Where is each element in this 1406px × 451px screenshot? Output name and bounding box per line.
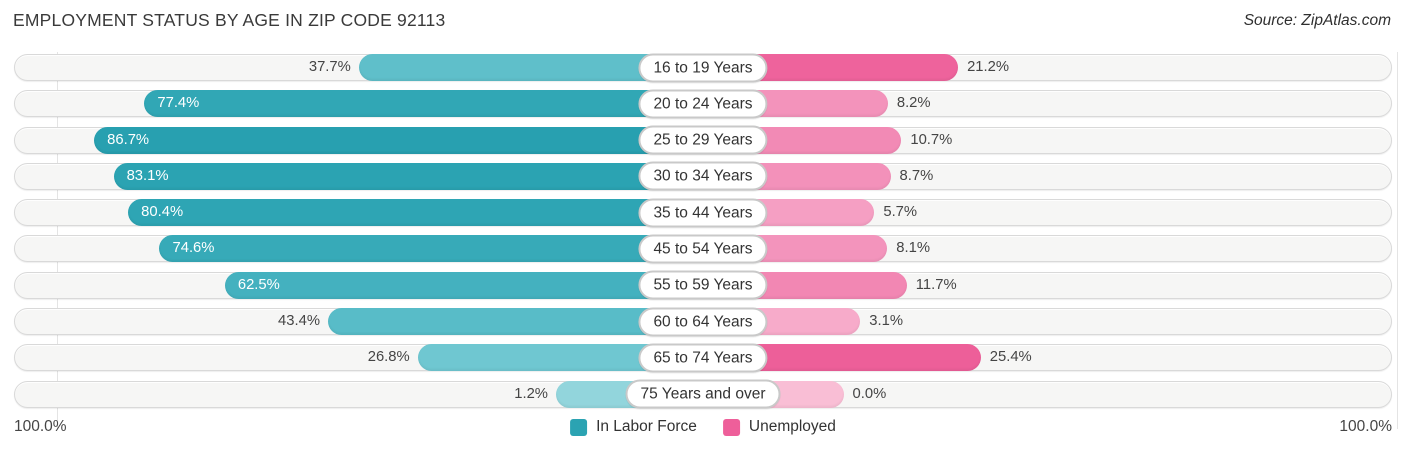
source-attribution: Source: ZipAtlas.com <box>1243 12 1391 29</box>
unemployed-value: 5.7% <box>883 204 918 221</box>
chart-row: 74.6% 8.1% 45 to 54 Years <box>14 234 1392 264</box>
right-axis-max-label: 100.0% <box>1339 418 1392 435</box>
labor-force-bar[interactable]: 83.1% <box>113 162 703 190</box>
unemployed-value: 3.1% <box>869 313 904 330</box>
age-group-label: 16 to 19 Years <box>638 53 768 82</box>
labor-force-bar[interactable]: 74.6% <box>159 235 703 263</box>
age-group-label: 65 to 74 Years <box>638 343 768 373</box>
unemployed-value: 0.0% <box>852 385 887 402</box>
chart-row: 43.4% 3.1% 60 to 64 Years <box>14 307 1392 337</box>
age-group-label: 30 to 34 Years <box>638 161 768 191</box>
legend-label: In Labor Force <box>596 418 697 435</box>
labor-force-bar[interactable]: 80.4% <box>128 199 703 227</box>
axis-footer: 100.0% In Labor Force Unemployed 100.0% <box>14 413 1392 441</box>
unemployed-value: 21.2% <box>967 59 1010 75</box>
chart-row: 77.4% 8.2% 20 to 24 Years <box>14 89 1392 119</box>
labor-force-value: 77.4% <box>157 95 200 112</box>
chart-row: 80.4% 5.7% 35 to 44 Years <box>14 198 1392 228</box>
legend-item-labor-force: In Labor Force <box>570 418 697 436</box>
legend-label: Unemployed <box>748 418 836 435</box>
unemployed-value: 8.7% <box>899 167 934 184</box>
age-group-label: 20 to 24 Years <box>638 89 768 119</box>
labor-force-value: 83.1% <box>126 167 169 184</box>
age-group-label: 60 to 64 Years <box>638 307 768 337</box>
labor-force-bar[interactable]: 77.4% <box>144 90 703 118</box>
chart-row: 62.5% 11.7% 55 to 59 Years <box>14 270 1392 300</box>
chart-row: 83.1% 8.7% 30 to 34 Years <box>14 161 1392 191</box>
unemployed-swatch <box>722 418 740 436</box>
chart-row: 1.2% 0.0% 75 Years and over <box>14 379 1392 409</box>
age-group-label: 35 to 44 Years <box>638 198 768 228</box>
legend: In Labor Force Unemployed <box>570 418 836 436</box>
chart-title: EMPLOYMENT STATUS BY AGE IN ZIP CODE 921… <box>13 10 446 30</box>
labor-force-bar[interactable]: 86.7% <box>94 126 703 154</box>
labor-force-value: 26.8% <box>367 349 410 366</box>
age-group-label: 55 to 59 Years <box>638 270 768 300</box>
chart-row: 86.7% 10.7% 25 to 29 Years <box>14 125 1392 155</box>
unemployed-value: 10.7% <box>910 131 953 148</box>
labor-force-value: 86.7% <box>107 131 150 148</box>
labor-force-value: 37.7% <box>308 59 351 75</box>
age-group-label: 25 to 29 Years <box>638 125 768 155</box>
unemployed-value: 8.1% <box>896 240 931 257</box>
labor-force-value: 74.6% <box>172 240 215 257</box>
labor-force-value: 43.4% <box>278 313 321 330</box>
chart-rows: 37.7% 21.2% 16 to 19 Years 77.4% 8.2% 20 to 2… <box>14 53 1392 417</box>
unemployed-value: 8.2% <box>896 95 931 112</box>
unemployed-value: 25.4% <box>989 349 1032 366</box>
labor-force-value: 1.2% <box>514 385 548 402</box>
age-group-label: 75 Years and over <box>625 379 781 409</box>
left-axis-max-label: 100.0% <box>14 418 67 435</box>
labor-force-value: 62.5% <box>237 276 280 293</box>
unemployed-value: 11.7% <box>915 276 957 293</box>
chart-row: 37.7% 21.2% 16 to 19 Years <box>14 53 1392 82</box>
right-axis-gridline <box>1397 52 1398 429</box>
labor-force-bar[interactable]: 62.5% <box>224 271 703 299</box>
chart-row: 26.8% 25.4% 65 to 74 Years <box>14 343 1392 373</box>
labor-force-value: 80.4% <box>141 204 184 221</box>
legend-item-unemployed: Unemployed <box>722 418 836 436</box>
labor-force-swatch <box>570 418 588 436</box>
age-group-label: 45 to 54 Years <box>638 234 768 264</box>
